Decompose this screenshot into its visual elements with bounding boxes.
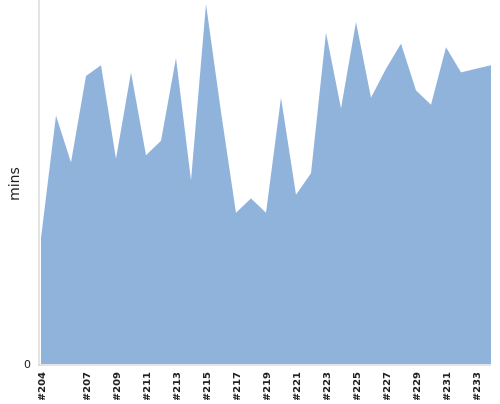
data-point [114,157,118,161]
x-tick-label: #233 [472,372,483,400]
x-tick-labels: #204 #207 #209 #211 #213 #215 #217 #219 #221 #223… [37,372,483,401]
data-point [324,31,328,35]
data-point [369,96,373,100]
data-point [339,106,343,110]
area-series [41,4,491,364]
data-point [279,96,283,100]
data-point [474,67,478,71]
x-tick-label: #219 [262,372,273,400]
data-point [264,211,268,215]
data-point [294,193,298,197]
data-point [69,160,73,164]
data-point [354,20,358,24]
data-point [459,70,463,74]
data-point [204,2,208,6]
x-tick-label: #213 [172,372,183,400]
data-point [174,56,178,60]
data-point [414,88,418,92]
x-tick-label: #207 [82,372,93,400]
data-point [234,211,238,215]
data-point [189,178,193,182]
data-point [399,42,403,46]
x-tick-label: #217 [232,372,243,400]
x-tick-label: #221 [292,372,303,400]
x-tick-label: #225 [352,372,363,400]
x-tick-label: #229 [412,372,423,400]
x-tick-label: #215 [202,372,213,400]
data-point [129,70,133,74]
x-tick-label: #231 [442,372,453,400]
data-point [219,110,223,114]
data-point [144,153,148,157]
data-point [309,171,313,175]
x-tick-label: #223 [322,372,333,400]
data-point [99,63,103,67]
plot-area [39,2,493,364]
y-tick-labels: 0 [24,358,31,371]
data-point [54,114,58,118]
x-tick-label: #204 [37,372,48,400]
y-tick-label: 0 [24,358,31,371]
data-point [444,45,448,49]
x-tick-label: #211 [142,372,153,400]
y-axis-label: mins [7,167,23,201]
data-point [84,74,88,78]
data-point [39,236,43,240]
x-tick-label: #209 [112,372,123,400]
data-point [249,196,253,200]
data-point [429,103,433,107]
data-point [384,67,388,71]
x-tick-label: #227 [382,372,393,400]
data-point [489,63,493,67]
data-point [159,139,163,143]
